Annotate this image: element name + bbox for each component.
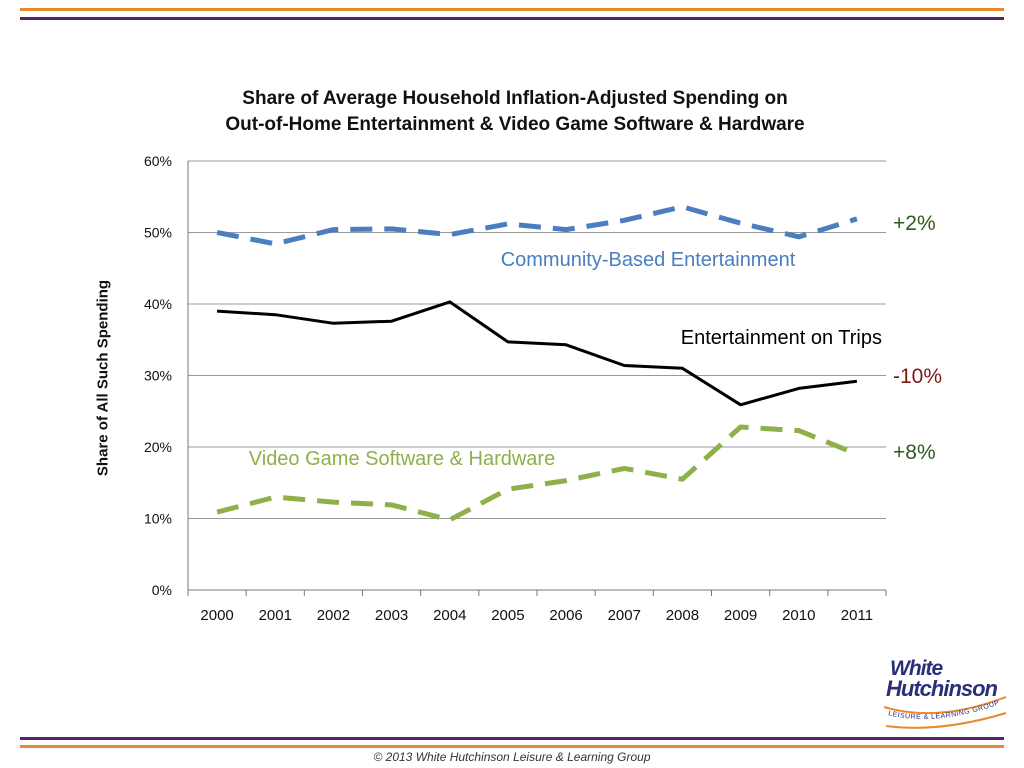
series-change-label: +8% bbox=[893, 441, 936, 464]
x-tick-label: 2010 bbox=[782, 607, 815, 624]
chart-title: Share of Average Household Inflation-Adj… bbox=[130, 86, 900, 138]
y-tick-label: 60% bbox=[144, 153, 172, 169]
series-label-community-based-entertainment: Community-Based Entertainment bbox=[501, 249, 796, 271]
x-tick-label: 2004 bbox=[433, 607, 466, 624]
bottom-purple-rule bbox=[20, 737, 1004, 740]
white-hutchinson-logo: White Hutchinson LEISURE & LEARNING GROU… bbox=[868, 657, 1010, 729]
copyright-footer: © 2013 White Hutchinson Leisure & Learni… bbox=[373, 750, 651, 764]
y-tick-label: 40% bbox=[144, 296, 172, 312]
y-tick-label: 10% bbox=[144, 511, 172, 527]
y-tick-label: 30% bbox=[144, 368, 172, 384]
y-tick-label: 50% bbox=[144, 225, 172, 241]
x-tick-label: 2000 bbox=[200, 607, 233, 624]
series-line-video-game-software-hardware bbox=[216, 424, 858, 523]
series-change-label: -10% bbox=[893, 365, 942, 388]
top-purple-rule bbox=[20, 17, 1004, 20]
y-tick-label: 20% bbox=[144, 439, 172, 455]
x-tick-label: 2006 bbox=[549, 607, 582, 624]
logo-word-white: White bbox=[890, 657, 943, 680]
y-tick-label: 0% bbox=[152, 582, 172, 598]
bottom-orange-rule bbox=[20, 745, 1004, 748]
x-tick-label: 2002 bbox=[317, 607, 350, 624]
series-label-entertainment-on-trips: Entertainment on Trips bbox=[681, 327, 882, 349]
series-change-label: +2% bbox=[893, 212, 936, 235]
series-label-video-game-software-hardware: Video Game Software & Hardware bbox=[249, 448, 555, 470]
x-tick-label: 2011 bbox=[841, 607, 873, 624]
svg-text:LEISURE & LEARNING GROUP: LEISURE & LEARNING GROUP bbox=[888, 699, 1001, 721]
logo-word-hutchinson: Hutchinson bbox=[886, 676, 998, 701]
logo-swoosh-icon: LEISURE & LEARNING GROUP bbox=[883, 696, 1007, 729]
x-tick-label: 2003 bbox=[375, 607, 408, 624]
x-tick-label: 2008 bbox=[666, 607, 699, 624]
top-orange-rule bbox=[20, 8, 1004, 11]
x-tick-label: 2001 bbox=[259, 607, 292, 624]
chart-title-line-2: Out-of-Home Entertainment & Video Game S… bbox=[225, 114, 805, 135]
series-line-entertainment-on-trips bbox=[217, 300, 858, 407]
series-line-community-based-entertainment bbox=[216, 204, 858, 247]
x-tick-label: 2005 bbox=[491, 607, 524, 624]
chart-title-line-1: Share of Average Household Inflation-Adj… bbox=[242, 88, 788, 109]
x-tick-label: 2007 bbox=[608, 607, 641, 624]
logo-arc-text: LEISURE & LEARNING GROUP bbox=[888, 699, 1001, 721]
x-tick-label: 2009 bbox=[724, 607, 757, 624]
